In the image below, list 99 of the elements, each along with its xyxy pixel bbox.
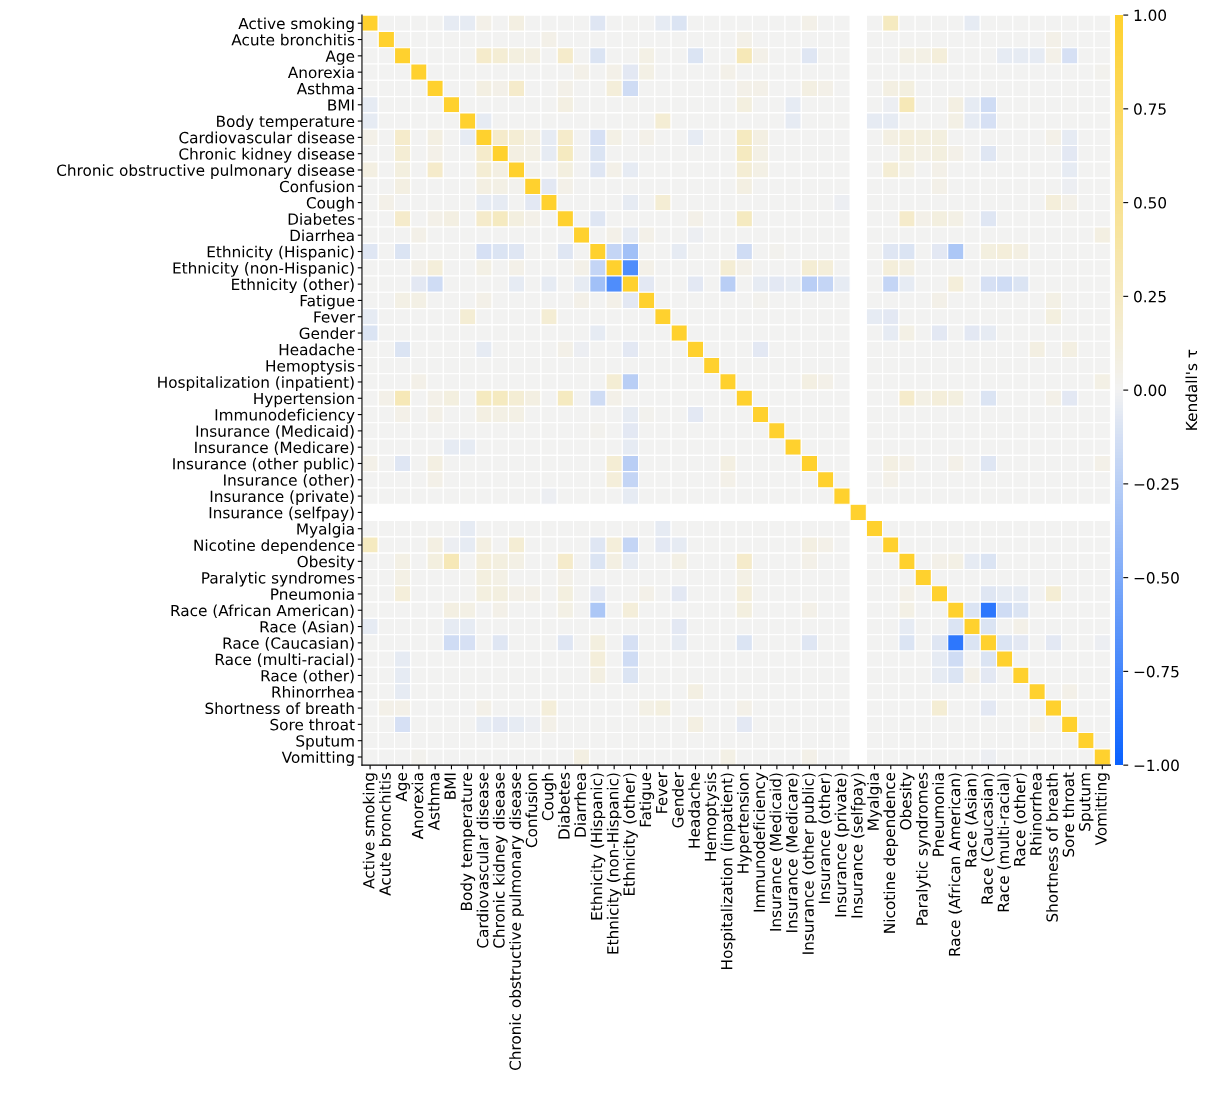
x-tick-label: Anorexia xyxy=(411,773,424,840)
x-tick-label: Hemoptysis xyxy=(704,772,720,861)
x-tick-label: Hospitalization (inpatient) xyxy=(720,773,736,969)
y-tick-label: Myalgia xyxy=(297,522,354,538)
x-tick-label: Hypertension xyxy=(736,773,752,873)
y-tick-label: Hospitalization (inpatient) xyxy=(158,376,354,391)
color-bar-label: −0.50 xyxy=(1134,572,1179,584)
y-tick-label: Insurance (selfpay) xyxy=(209,506,354,522)
y-tick-label: Rhinorrhea xyxy=(272,685,354,698)
y-tick-label: Chronic kidney disease xyxy=(179,147,355,163)
x-tick-label: Chronic kidney disease xyxy=(492,772,508,948)
y-tick-label: Nicotine dependence xyxy=(194,539,355,554)
x-tick-label: Insurance (other public) xyxy=(802,773,817,954)
x-tick-label: Insurance (other) xyxy=(818,773,832,904)
x-tick-label: Ethnicity (Hispanic) xyxy=(590,773,606,920)
x-tick-label: Sore throat xyxy=(1062,772,1075,857)
color-bar-label: 0.25 xyxy=(1134,290,1166,303)
y-tick-label: Paralytic syndromes xyxy=(202,571,355,587)
y-tick-label: Race (Caucasian) xyxy=(223,637,354,651)
x-tick-label: Asthma xyxy=(427,773,440,831)
y-tick-label: Sore throat xyxy=(270,718,355,731)
y-tick-label: Insurance (Medicaid) xyxy=(196,425,354,439)
y-tick-label: Hypertension xyxy=(254,392,354,408)
y-tick-label: Fatigue xyxy=(300,294,355,310)
x-tick-label: Sputum xyxy=(1078,773,1094,831)
x-tick-label: Paralytic syndromes xyxy=(915,772,931,925)
y-tick-label: Ethnicity (Hispanic) xyxy=(207,245,354,261)
color-bar-label: 1.00 xyxy=(1134,9,1167,22)
x-tick-label: Race (Asian) xyxy=(964,773,979,867)
y-tick-label: Ethnicity (non-Hispanic) xyxy=(173,262,354,277)
y-tick-label: Asthma xyxy=(296,82,354,95)
x-tick-label: Age xyxy=(395,772,411,802)
y-tick-label: Sputum xyxy=(296,735,354,750)
y-tick-label: Vomitting xyxy=(281,751,354,766)
x-tick-label: Fatigue xyxy=(639,772,655,827)
y-tick-label: Insurance (other) xyxy=(224,473,354,488)
y-tick-label: Diabetes xyxy=(288,213,355,225)
x-tick-label: Insurance (private) xyxy=(834,773,850,917)
x-tick-label: Race (other) xyxy=(1013,773,1028,866)
y-tick-label: Headache xyxy=(279,343,355,356)
x-tick-label: Confusion xyxy=(525,773,538,848)
y-tick-label: Insurance (private) xyxy=(210,490,354,506)
color-bar-label: 0.75 xyxy=(1134,103,1166,115)
x-tick-label: Race (Caucasian) xyxy=(981,773,995,904)
y-tick-label: Confusion xyxy=(279,180,354,193)
x-tick-label: Ethnicity (other) xyxy=(623,773,638,895)
y-tick-label: Obesity xyxy=(297,555,355,571)
x-tick-label: Insurance (Medicaid) xyxy=(769,773,784,931)
y-tick-label: Insurance (other public) xyxy=(173,457,354,473)
x-tick-label: Gender xyxy=(671,772,684,828)
x-tick-label: Fever xyxy=(656,772,668,813)
color-bar-label: 0.00 xyxy=(1134,384,1167,397)
x-tick-label: BMI xyxy=(444,773,456,799)
x-tick-label: Vomitting xyxy=(1094,773,1110,846)
y-tick-label: Cough xyxy=(306,196,354,212)
x-tick-label: Cough xyxy=(541,773,557,821)
x-tick-label: Cardiovascular disease xyxy=(476,772,489,948)
y-tick-label: Race (multi-racial) xyxy=(215,653,354,667)
y-tick-label: Fever xyxy=(314,311,356,323)
color-bar-title: Kendall's τ xyxy=(1185,349,1198,430)
y-tick-label: Race (African American) xyxy=(171,604,354,619)
x-tick-label: Immunodeficiency xyxy=(753,772,768,912)
color-bar-label: −0.25 xyxy=(1134,478,1179,490)
y-tick-label: Diarrhea xyxy=(290,229,354,242)
x-tick-label: Diarrhea xyxy=(574,773,587,837)
x-tick-label: Race (multi-racial) xyxy=(997,773,1011,912)
x-tick-label: Obesity xyxy=(899,772,915,830)
y-tick-label: Chronic obstructive pulmonary disease xyxy=(57,164,355,179)
x-tick-label: Rhinorrhea xyxy=(1029,773,1042,855)
y-tick-label: Age xyxy=(325,50,355,65)
x-tick-label: Insurance (Medicare) xyxy=(785,773,800,932)
y-tick-label: Body temperature xyxy=(217,115,355,131)
x-tick-label: Pneumonia xyxy=(932,773,945,856)
y-tick-label: Pneumonia xyxy=(271,588,354,600)
x-tick-label: Shortness of breath xyxy=(1046,773,1058,922)
y-tick-label: Active smoking xyxy=(238,17,354,33)
color-bar-label: −0.75 xyxy=(1134,665,1179,678)
x-tick-label: Body temperature xyxy=(460,772,476,911)
y-tick-label: Cardiovascular disease xyxy=(179,131,355,144)
y-tick-label: Anorexia xyxy=(287,66,354,79)
x-tick-label: Ethnicity (non-Hispanic) xyxy=(606,773,622,954)
x-tick-label: Nicotine dependence xyxy=(883,772,899,933)
y-tick-label: Race (other) xyxy=(261,669,354,684)
y-tick-label: Insurance (Medicare) xyxy=(195,441,354,455)
y-tick-label: Ethnicity (other) xyxy=(232,278,354,294)
color-bar-label: 0.50 xyxy=(1134,197,1167,209)
x-tick-label: Insurance (selfpay) xyxy=(850,773,866,918)
y-tick-label: Shortness of breath xyxy=(205,702,354,715)
y-tick-label: Acute bronchitis xyxy=(231,33,355,46)
y-tick-label: Hemoptysis xyxy=(266,359,355,375)
x-tick-label: Myalgia xyxy=(867,773,882,830)
y-tick-label: Immunodeficiency xyxy=(215,408,355,424)
y-tick-label: Gender xyxy=(299,327,356,340)
y-tick-label: BMI xyxy=(328,99,354,111)
x-tick-label: Race (African American) xyxy=(948,773,963,956)
x-tick-label: Headache xyxy=(688,772,700,848)
x-tick-label: Diabetes xyxy=(557,772,570,839)
y-tick-label: Race (Asian) xyxy=(260,620,354,635)
color-bar-label: −1.00 xyxy=(1134,759,1179,772)
